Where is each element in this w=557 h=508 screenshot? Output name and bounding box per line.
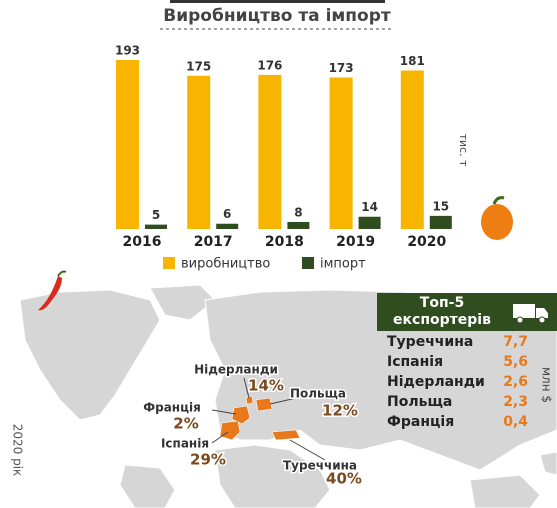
country-share: 29% [190, 451, 226, 469]
legend-swatch [302, 257, 314, 269]
data-label: 193 [115, 44, 140, 58]
exporter-value: 2,6 [503, 374, 528, 390]
x-tick-label: 2016 [123, 234, 162, 250]
country-name: Іспанія [161, 437, 209, 451]
country-share: 2% [173, 415, 198, 433]
legend-label: виробництво [181, 257, 270, 272]
bar [216, 223, 239, 229]
world-map [19, 284, 557, 508]
data-label: 175 [186, 59, 211, 73]
x-tick-label: 2018 [265, 234, 304, 250]
x-tick-label: 2017 [194, 234, 233, 250]
chart-title: Виробництво та імпорт [163, 6, 391, 26]
exporter-value: 0,4 [503, 414, 528, 430]
x-tick-label: 2019 [336, 234, 375, 250]
data-label: 6 [223, 207, 231, 221]
exporter-value: 5,6 [503, 354, 528, 370]
exporter-name: Нідерланди [387, 374, 485, 390]
country-name: Туреччина [283, 459, 357, 473]
map-caption: 2020 рік [11, 424, 25, 477]
bar [358, 216, 381, 229]
bar [429, 215, 452, 229]
country-share: 14% [248, 377, 284, 395]
bar [116, 60, 139, 229]
x-tick-label: 2020 [407, 234, 446, 250]
data-label: 8 [294, 205, 302, 219]
data-label: 5 [152, 208, 160, 222]
pepper-icon [481, 196, 513, 240]
data-label: 14 [361, 200, 378, 214]
exporter-value: 2,3 [503, 394, 528, 410]
country-share: 12% [322, 402, 358, 420]
table-title: Топ-5 експортерів [393, 295, 491, 328]
highlighted-countries [219, 395, 301, 441]
legend-swatch [163, 257, 175, 269]
country-name: Нідерланди [194, 363, 278, 377]
exporter-value: 7,7 [503, 334, 528, 350]
exporter-name: Польща [387, 394, 453, 410]
data-label: 181 [400, 54, 425, 68]
country-share: 40% [326, 470, 362, 488]
data-label: 176 [257, 58, 282, 72]
cut-header [170, 0, 385, 3]
bar [258, 74, 282, 229]
legend-label: імпорт [320, 257, 366, 272]
data-label: 15 [432, 199, 449, 213]
table-header: Топ-5 експортерів [377, 293, 557, 331]
exporter-name: Туреччина [387, 334, 474, 350]
exporter-name: Іспанія [387, 354, 444, 370]
bar [400, 70, 424, 229]
bar [287, 221, 310, 229]
country-name: Франція [143, 401, 201, 415]
leader-lines [211, 377, 326, 461]
bar [329, 77, 353, 229]
unit-label: тис. т [457, 133, 470, 167]
data-label: 173 [329, 61, 354, 75]
bar [145, 224, 167, 229]
country-name: Польща [290, 387, 346, 401]
bar [187, 75, 211, 229]
truck-icon [513, 304, 548, 324]
chili-icon [38, 270, 67, 311]
table-unit: млн $ [540, 367, 554, 403]
exporter-name: Франція [387, 414, 455, 430]
